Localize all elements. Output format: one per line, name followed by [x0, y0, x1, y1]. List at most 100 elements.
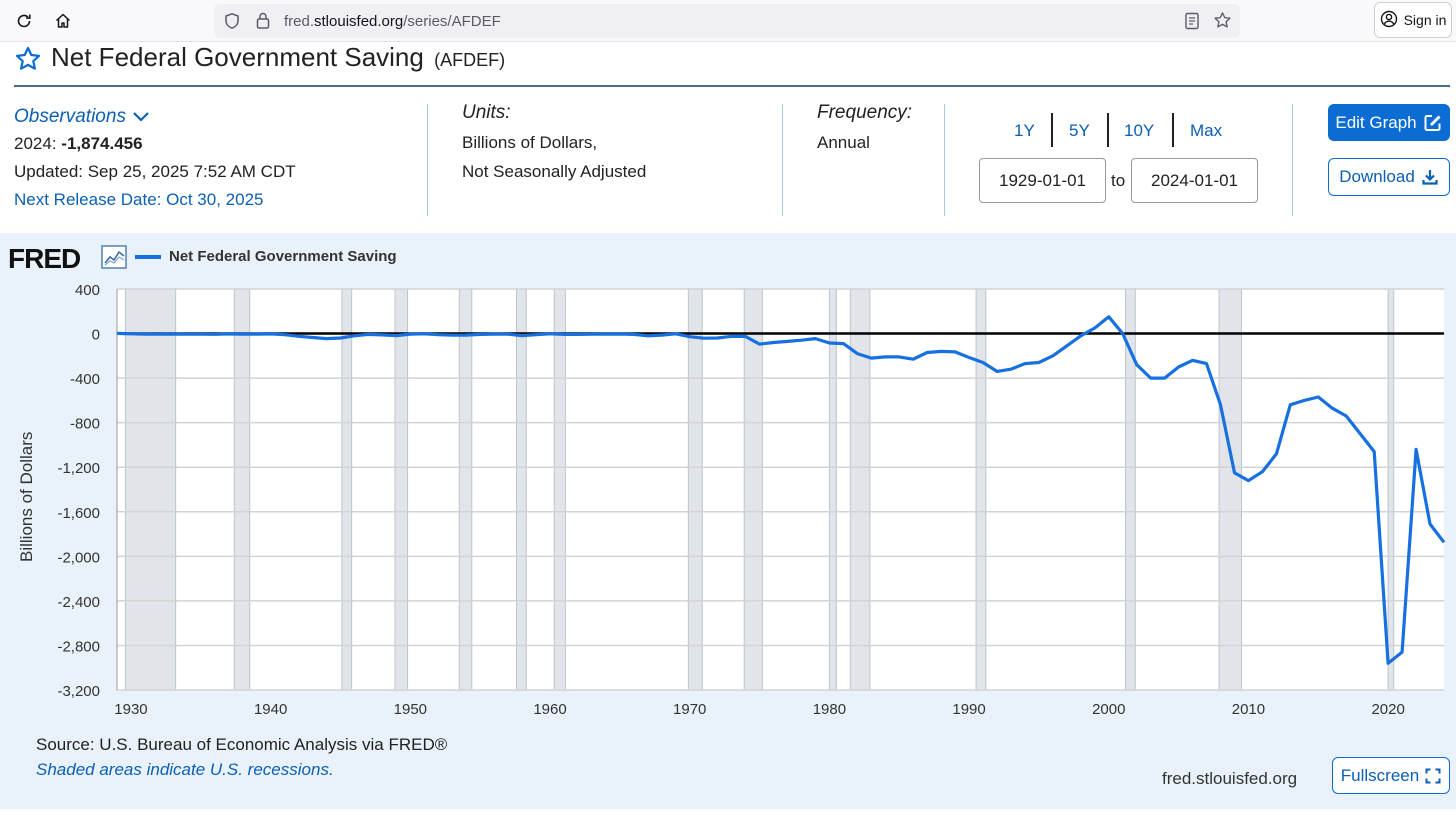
- x-tick-label: 1930: [114, 701, 147, 718]
- observations-toggle[interactable]: Observations: [14, 104, 296, 130]
- units-line2: Not Seasonally Adjusted: [462, 162, 647, 181]
- download-label: Download: [1339, 167, 1415, 186]
- x-tick-label: 1990: [952, 701, 985, 718]
- frequency-label: Frequency:: [817, 102, 913, 123]
- title-divider: [14, 85, 1450, 87]
- download-icon: [1422, 170, 1438, 185]
- y-tick-label: -1,200: [57, 460, 100, 477]
- y-tick-label: -400: [70, 371, 100, 388]
- meta-divider: [782, 104, 783, 216]
- y-tick-label: -1,600: [57, 505, 100, 522]
- lock-icon[interactable]: [255, 11, 271, 35]
- range-1y-button[interactable]: 1Y: [1014, 121, 1035, 140]
- shield-icon[interactable]: [223, 12, 241, 35]
- recession-shade: [1387, 288, 1395, 691]
- y-tick-label: -3,200: [57, 683, 100, 700]
- recession-shade: [975, 288, 987, 691]
- y-tick-label: -2,800: [57, 638, 100, 655]
- url-prefix: fred.: [284, 13, 315, 30]
- account-icon: [1380, 10, 1398, 31]
- bookmark-star-icon[interactable]: [1213, 11, 1232, 35]
- meta-divider: [944, 104, 945, 216]
- y-tick-label: -2,400: [57, 594, 100, 611]
- line-chart[interactable]: 400 0 -400 -800 -1,200 -1,600 -2,000 -2,400 -2,8…: [0, 270, 1456, 720]
- plot-background: [117, 289, 1444, 690]
- legend-label: Net Federal Government Saving: [169, 248, 397, 265]
- edit-graph-button[interactable]: Edit Graph: [1328, 104, 1450, 141]
- recession-shade: [124, 288, 177, 691]
- x-tick-label: 2000: [1092, 701, 1125, 718]
- x-tick-label: 2010: [1232, 701, 1265, 718]
- latest-observation: 2024: -1,874.456: [14, 134, 296, 154]
- source-note: Source: U.S. Bureau of Economic Analysis…: [36, 735, 448, 754]
- range-10y-button[interactable]: 10Y: [1124, 121, 1155, 140]
- url-path: /series/AFDEF: [403, 13, 501, 30]
- y-tick-label: -800: [70, 416, 100, 433]
- edit-icon: [1424, 114, 1441, 131]
- meta-divider: [1292, 104, 1293, 216]
- range-5y-button[interactable]: 5Y: [1069, 121, 1090, 140]
- y-tick-label: -2,000: [57, 549, 100, 566]
- next-release-link[interactable]: Next Release Date: Oct 30, 2025: [14, 190, 264, 209]
- download-button[interactable]: Download: [1328, 158, 1450, 196]
- y-tick-label: 400: [75, 282, 100, 299]
- recession-shade: [341, 288, 353, 691]
- fullscreen-label: Fullscreen: [1340, 765, 1420, 785]
- site-url: fred.stlouisfed.org: [1162, 769, 1298, 788]
- url-domain: stlouisfed.org: [314, 13, 404, 30]
- chart-legend: Net Federal Government Saving: [135, 248, 397, 265]
- favorite-star-icon[interactable]: [14, 45, 42, 78]
- recession-shade: [553, 288, 566, 691]
- recession-shade: [1218, 288, 1242, 691]
- fullscreen-button[interactable]: Fullscreen: [1332, 757, 1450, 794]
- page-title: Net Federal Government Saving (AFDEF): [51, 42, 505, 73]
- series-title: Net Federal Government Saving: [51, 42, 424, 72]
- url-text[interactable]: fred.stlouisfed.org/series/AFDEF: [284, 13, 501, 30]
- reload-icon[interactable]: [11, 8, 37, 34]
- recession-note: Shaded areas indicate U.S. recessions.: [36, 760, 334, 779]
- x-tick-label: 1940: [254, 701, 287, 718]
- observations-label[interactable]: Observations: [14, 106, 126, 127]
- recession-shade: [515, 288, 527, 691]
- legend-swatch: [135, 254, 161, 259]
- observations-panel: Observations 2024: -1,874.456 Updated: S…: [14, 104, 296, 210]
- units-label: Units:: [462, 102, 511, 123]
- x-tick-label: 2020: [1371, 701, 1404, 718]
- recession-shade: [458, 288, 473, 691]
- range-separator: [1172, 113, 1174, 147]
- frequency-panel: Frequency: Annual: [817, 102, 912, 153]
- fullscreen-icon: [1425, 768, 1441, 783]
- range-separator: [1107, 113, 1109, 147]
- address-bar[interactable]: fred.stlouisfed.org/series/AFDEF: [214, 4, 1240, 38]
- edit-graph-label: Edit Graph: [1335, 112, 1417, 132]
- units-panel: Units: Billions of Dollars, Not Seasonal…: [462, 102, 646, 182]
- recession-shade: [743, 288, 763, 691]
- home-icon[interactable]: [50, 8, 76, 34]
- recession-shade: [687, 288, 703, 691]
- meta-divider: [427, 104, 428, 216]
- x-tick-label: 1950: [394, 701, 427, 718]
- sign-in-button[interactable]: Sign in: [1374, 2, 1452, 38]
- chevron-down-icon[interactable]: [132, 111, 150, 123]
- end-date-input[interactable]: 2024-01-01: [1131, 158, 1258, 203]
- latest-period: 2024:: [14, 134, 57, 153]
- range-separator: [1051, 113, 1053, 147]
- reader-view-icon[interactable]: [1184, 12, 1200, 35]
- recession-shade: [233, 288, 251, 691]
- x-tick-label: 1960: [533, 701, 566, 718]
- recession-shade: [828, 288, 837, 691]
- graph-trend-icon: [101, 245, 127, 274]
- browser-toolbar: fred.stlouisfed.org/series/AFDEF Sign in: [0, 0, 1456, 42]
- recession-shade: [394, 288, 409, 691]
- series-line: [116, 315, 1446, 665]
- sign-in-label: Sign in: [1403, 12, 1447, 28]
- range-max-button[interactable]: Max: [1190, 121, 1223, 140]
- units-line1: Billions of Dollars,: [462, 133, 598, 152]
- start-date-input[interactable]: 1929-01-01: [979, 158, 1106, 203]
- x-tick-label: 1980: [813, 701, 846, 718]
- frequency-value: Annual: [817, 133, 870, 152]
- fred-logo: FRED: [8, 243, 81, 274]
- updated-text: Updated: Sep 25, 2025 7:52 AM CDT: [14, 162, 296, 181]
- to-label: to: [1111, 171, 1126, 190]
- x-tick-label: 1970: [673, 701, 706, 718]
